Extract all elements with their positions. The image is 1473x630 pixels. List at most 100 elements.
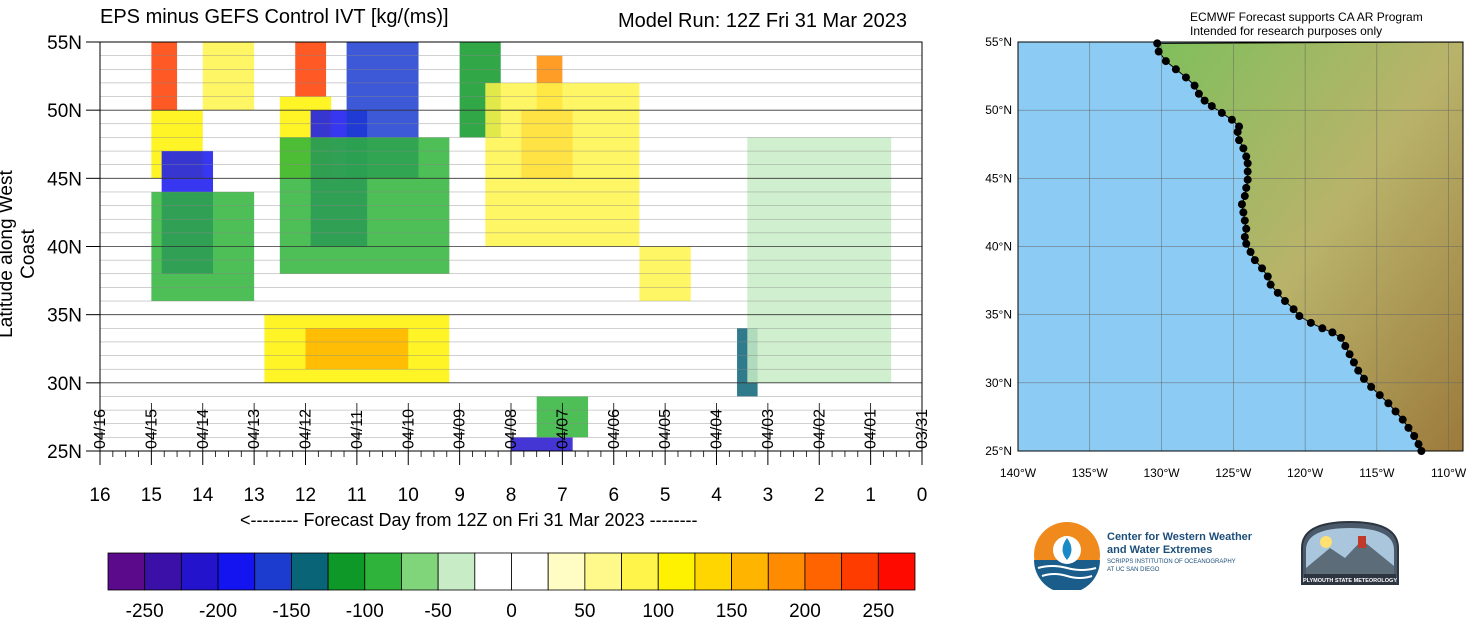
x-tick-label: 11 xyxy=(347,485,367,506)
date-labels: 04/16 04/15 04/14 04/13 04/12 04/11 04/10 04/09… xyxy=(92,403,931,451)
coast-point xyxy=(1295,312,1304,321)
coast-point xyxy=(1281,297,1289,306)
map-lon-label: 130°W xyxy=(1143,466,1180,480)
coast-point xyxy=(1246,247,1255,256)
disclaimer-note: ECMWF Forecast supports CA AR Program In… xyxy=(1190,10,1423,38)
colorbar-tick-label: 50 xyxy=(574,601,595,622)
coast-point xyxy=(1242,239,1251,248)
coast-point xyxy=(1235,136,1244,145)
coast-point xyxy=(1359,374,1368,383)
x-tick-label: 10 xyxy=(398,485,419,506)
date-label: 04/07 xyxy=(554,409,571,449)
colorbar-swatch xyxy=(877,552,916,591)
coast-point xyxy=(1367,382,1376,391)
colorbar-swatch xyxy=(217,552,256,591)
y-tick-label: 40N xyxy=(47,238,82,259)
coast-point xyxy=(1207,102,1216,111)
date-label: 04/16 xyxy=(92,409,109,449)
y-tick-label: 30N xyxy=(47,374,82,395)
date-label: 04/09 xyxy=(452,409,469,449)
colorbar-swatch xyxy=(327,552,366,591)
heatmap-region-16 xyxy=(511,437,573,451)
coast-point xyxy=(1242,183,1251,192)
map-lon-label: 140°W xyxy=(1000,466,1037,480)
map-lat-label: 55°N xyxy=(985,35,1012,49)
coast-point xyxy=(1391,407,1400,416)
map-lat-label: 45°N xyxy=(985,171,1012,185)
map-lon-label: 125°W xyxy=(1215,466,1252,480)
heatmap-region-0 xyxy=(151,42,178,111)
x-tick-label: 13 xyxy=(244,485,265,506)
coast-point xyxy=(1384,399,1393,408)
coast-point xyxy=(1194,89,1203,98)
coast-point xyxy=(1266,280,1275,289)
colorbar-tick-label: -50 xyxy=(424,601,451,622)
colorbar-swatch xyxy=(621,552,659,591)
colorbar-swatch xyxy=(180,552,219,591)
colorbar-tick-label: 100 xyxy=(642,601,674,622)
coast-point xyxy=(1398,415,1407,424)
date-label: 04/01 xyxy=(863,409,880,449)
colorbar-swatch xyxy=(437,552,476,591)
x-tick-label: 14 xyxy=(192,485,214,506)
x-tick-label: 1 xyxy=(865,485,876,506)
x-tick-label: 12 xyxy=(295,485,316,506)
coast-point xyxy=(1328,328,1337,337)
x-tick-label: 4 xyxy=(711,485,722,506)
x-tick-label: 5 xyxy=(660,485,671,506)
colorbar-swatch xyxy=(291,552,329,591)
coast-point xyxy=(1239,144,1248,153)
colorbar-swatch xyxy=(254,552,292,591)
cw3e-line-1: Center for Western Weather xyxy=(1107,531,1253,543)
coast-point xyxy=(1306,318,1315,327)
colorbar-tick-label: 250 xyxy=(862,601,894,622)
coast-point xyxy=(1243,175,1252,184)
coast-point xyxy=(1240,232,1249,241)
coast-point xyxy=(1341,342,1350,351)
coast-point xyxy=(1345,350,1354,359)
coast-point xyxy=(1242,224,1251,233)
map-lon-label: 110°W xyxy=(1431,466,1467,480)
coast-point xyxy=(1242,152,1251,161)
x-tick-label: 0 xyxy=(917,485,928,506)
y-tick-label: 50N xyxy=(47,101,82,122)
coast-point xyxy=(1239,208,1248,217)
coast-point xyxy=(1375,391,1384,400)
y-tick-label: 35N xyxy=(47,306,82,327)
y-tick-label: 25N xyxy=(47,442,82,463)
grid-layer xyxy=(99,41,923,452)
location-map: 25°N 30°N 35°N 40°N 45°N 50°N 55°N 140°W 135°W 13… xyxy=(985,35,1467,480)
coast-point xyxy=(1240,192,1249,201)
coast-point xyxy=(1354,366,1363,375)
x-tick-label: 15 xyxy=(141,485,162,506)
y-tick-label: 55N xyxy=(47,33,82,54)
date-label: 04/04 xyxy=(709,409,726,449)
coast-point xyxy=(1349,358,1358,367)
map-lon-label: 135°W xyxy=(1072,466,1109,480)
plymouth-state-logo: PLYMOUTH STATE METEOROLOGY xyxy=(1301,520,1399,585)
colorbar-tick-label: -150 xyxy=(272,601,310,622)
plymouth-text: PLYMOUTH STATE METEOROLOGY xyxy=(1303,578,1397,584)
coast-point xyxy=(1233,127,1242,136)
date-label: 04/06 xyxy=(606,409,623,449)
cw3e-subtitle: SCRIPPS INSTITUTION OF OCEANOGRAPHY AT U… xyxy=(1107,558,1236,574)
colorbar-swatch xyxy=(657,552,696,591)
coast-point xyxy=(1336,333,1345,342)
date-label: 04/15 xyxy=(143,409,160,449)
date-label: 04/13 xyxy=(246,409,263,449)
colorbar-tick-label: 200 xyxy=(789,601,821,622)
colorbar-swatch xyxy=(584,552,622,591)
date-label: 04/12 xyxy=(298,409,315,449)
date-label: 04/08 xyxy=(503,409,520,449)
date-label: 04/14 xyxy=(195,409,212,449)
colorbar-swatch xyxy=(731,552,769,591)
coast-point xyxy=(1318,324,1327,333)
coast-point xyxy=(1237,200,1246,209)
heatmap-region-15 xyxy=(305,328,409,370)
coast-point xyxy=(1243,167,1252,176)
cw3e-sub-1: SCRIPPS INSTITUTION OF OCEANOGRAPHY xyxy=(1107,559,1236,565)
x-tick-label: 16 xyxy=(89,485,110,506)
colorbar-swatch xyxy=(144,552,182,591)
map-lat-label: 25°N xyxy=(985,444,1012,458)
coast-point xyxy=(1190,81,1199,90)
